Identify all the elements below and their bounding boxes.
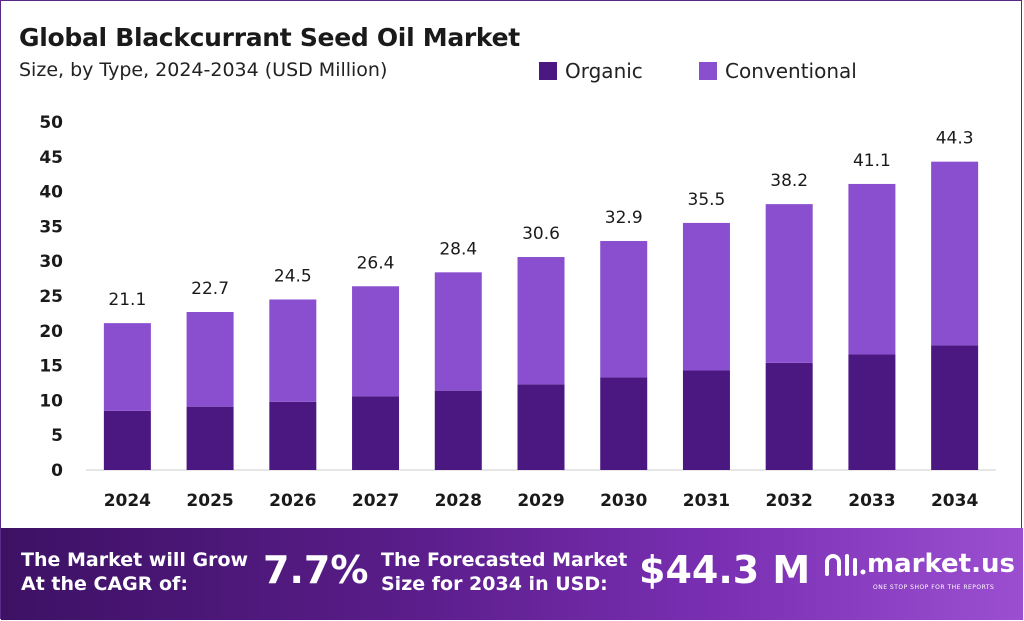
y-tick-label: 5 <box>51 426 63 446</box>
brand-logo[interactable]: market.us ONE STOP SHOP FOR THE REPORTS <box>823 548 1015 591</box>
legend-item-conventional: Conventional <box>699 59 857 83</box>
bar-organic-2032 <box>765 362 813 470</box>
x-tick-label: 2025 <box>186 491 233 511</box>
x-tick-label: 2028 <box>435 491 482 511</box>
cagr-label-line2: At the CAGR of: <box>21 573 188 595</box>
bar-conventional-2030 <box>600 241 648 378</box>
bar-conventional-2025 <box>186 312 234 407</box>
x-tick-label: 2031 <box>683 491 730 511</box>
x-tick-label: 2033 <box>848 491 895 511</box>
y-tick-label: 0 <box>51 461 63 481</box>
bar-conventional-2024 <box>103 323 151 411</box>
bar-conventional-2026 <box>269 299 317 402</box>
bar-conventional-2034 <box>931 161 979 346</box>
bar-organic-2026 <box>269 401 317 470</box>
y-tick-label: 50 <box>39 113 63 133</box>
legend-label-organic: Organic <box>565 59 643 83</box>
footer-banner: The Market will Grow At the CAGR of: 7.7… <box>1 528 1023 620</box>
data-label-total: 22.7 <box>191 279 229 299</box>
chart-subtitle: Size, by Type, 2024-2034 (USD Million) <box>19 59 388 81</box>
legend-item-organic: Organic <box>539 59 643 83</box>
data-label-total: 32.9 <box>605 208 643 228</box>
legend-label-conventional: Conventional <box>725 59 857 83</box>
bar-organic-2027 <box>352 396 400 470</box>
bar-organic-2034 <box>931 345 979 470</box>
x-tick-label: 2030 <box>600 491 647 511</box>
y-tick-label: 30 <box>39 252 63 272</box>
data-label-total: 30.6 <box>522 224 560 244</box>
x-tick-label: 2024 <box>104 491 151 511</box>
x-tick-label: 2029 <box>517 491 564 511</box>
data-label-total: 28.4 <box>439 239 477 259</box>
bar-organic-2029 <box>517 384 565 470</box>
data-label-total: 38.2 <box>770 171 808 191</box>
bar-organic-2031 <box>682 370 730 470</box>
data-label-total: 24.5 <box>274 266 312 286</box>
bar-organic-2033 <box>848 354 896 470</box>
bar-organic-2024 <box>103 410 151 470</box>
data-label-total: 41.1 <box>853 151 891 171</box>
y-tick-label: 15 <box>39 357 63 377</box>
legend-swatch-conventional <box>699 62 717 80</box>
x-tick-label: 2026 <box>269 491 316 511</box>
x-tick-label: 2032 <box>766 491 813 511</box>
y-tick-label: 45 <box>39 148 63 168</box>
forecast-value: $44.3 M <box>639 548 811 592</box>
forecast-label-line2: Size for 2034 in USD: <box>381 573 608 595</box>
data-label-total: 26.4 <box>357 253 395 273</box>
brand-tagline: ONE STOP SHOP FOR THE REPORTS <box>873 584 995 591</box>
bar-conventional-2029 <box>517 257 565 385</box>
chart-title: Global Blackcurrant Seed Oil Market <box>19 23 520 52</box>
forecast-label: The Forecasted Market Size for 2034 in U… <box>381 548 627 596</box>
y-tick-label: 20 <box>39 322 63 342</box>
bar-conventional-2033 <box>848 183 896 355</box>
y-tick-label: 10 <box>39 391 63 411</box>
cagr-label-line1: The Market will Grow <box>21 549 249 571</box>
brand-name: market.us <box>867 549 1015 579</box>
bar-conventional-2031 <box>682 222 730 371</box>
bar-organic-2025 <box>186 406 234 470</box>
bar-conventional-2027 <box>352 286 400 397</box>
data-label-total: 44.3 <box>936 129 974 149</box>
bar-conventional-2028 <box>434 272 482 391</box>
x-tick-label: 2034 <box>931 491 978 511</box>
y-tick-label: 25 <box>39 287 63 307</box>
bar-chart: 0510152025303540455021.1202422.7202524.5… <box>39 113 996 511</box>
cagr-label: The Market will Grow At the CAGR of: <box>21 548 248 596</box>
y-tick-label: 40 <box>39 183 63 203</box>
y-tick-label: 35 <box>39 217 63 237</box>
bar-organic-2028 <box>434 390 482 470</box>
market-us-logo-icon <box>825 554 866 576</box>
data-label-total: 35.5 <box>688 190 726 210</box>
x-tick-label: 2027 <box>352 491 399 511</box>
legend-swatch-organic <box>539 62 557 80</box>
forecast-label-line1: The Forecasted Market <box>381 549 628 571</box>
bar-organic-2030 <box>600 377 648 470</box>
cagr-value: 7.7% <box>263 548 369 592</box>
data-label-total: 21.1 <box>108 290 146 310</box>
bar-conventional-2032 <box>765 204 813 363</box>
